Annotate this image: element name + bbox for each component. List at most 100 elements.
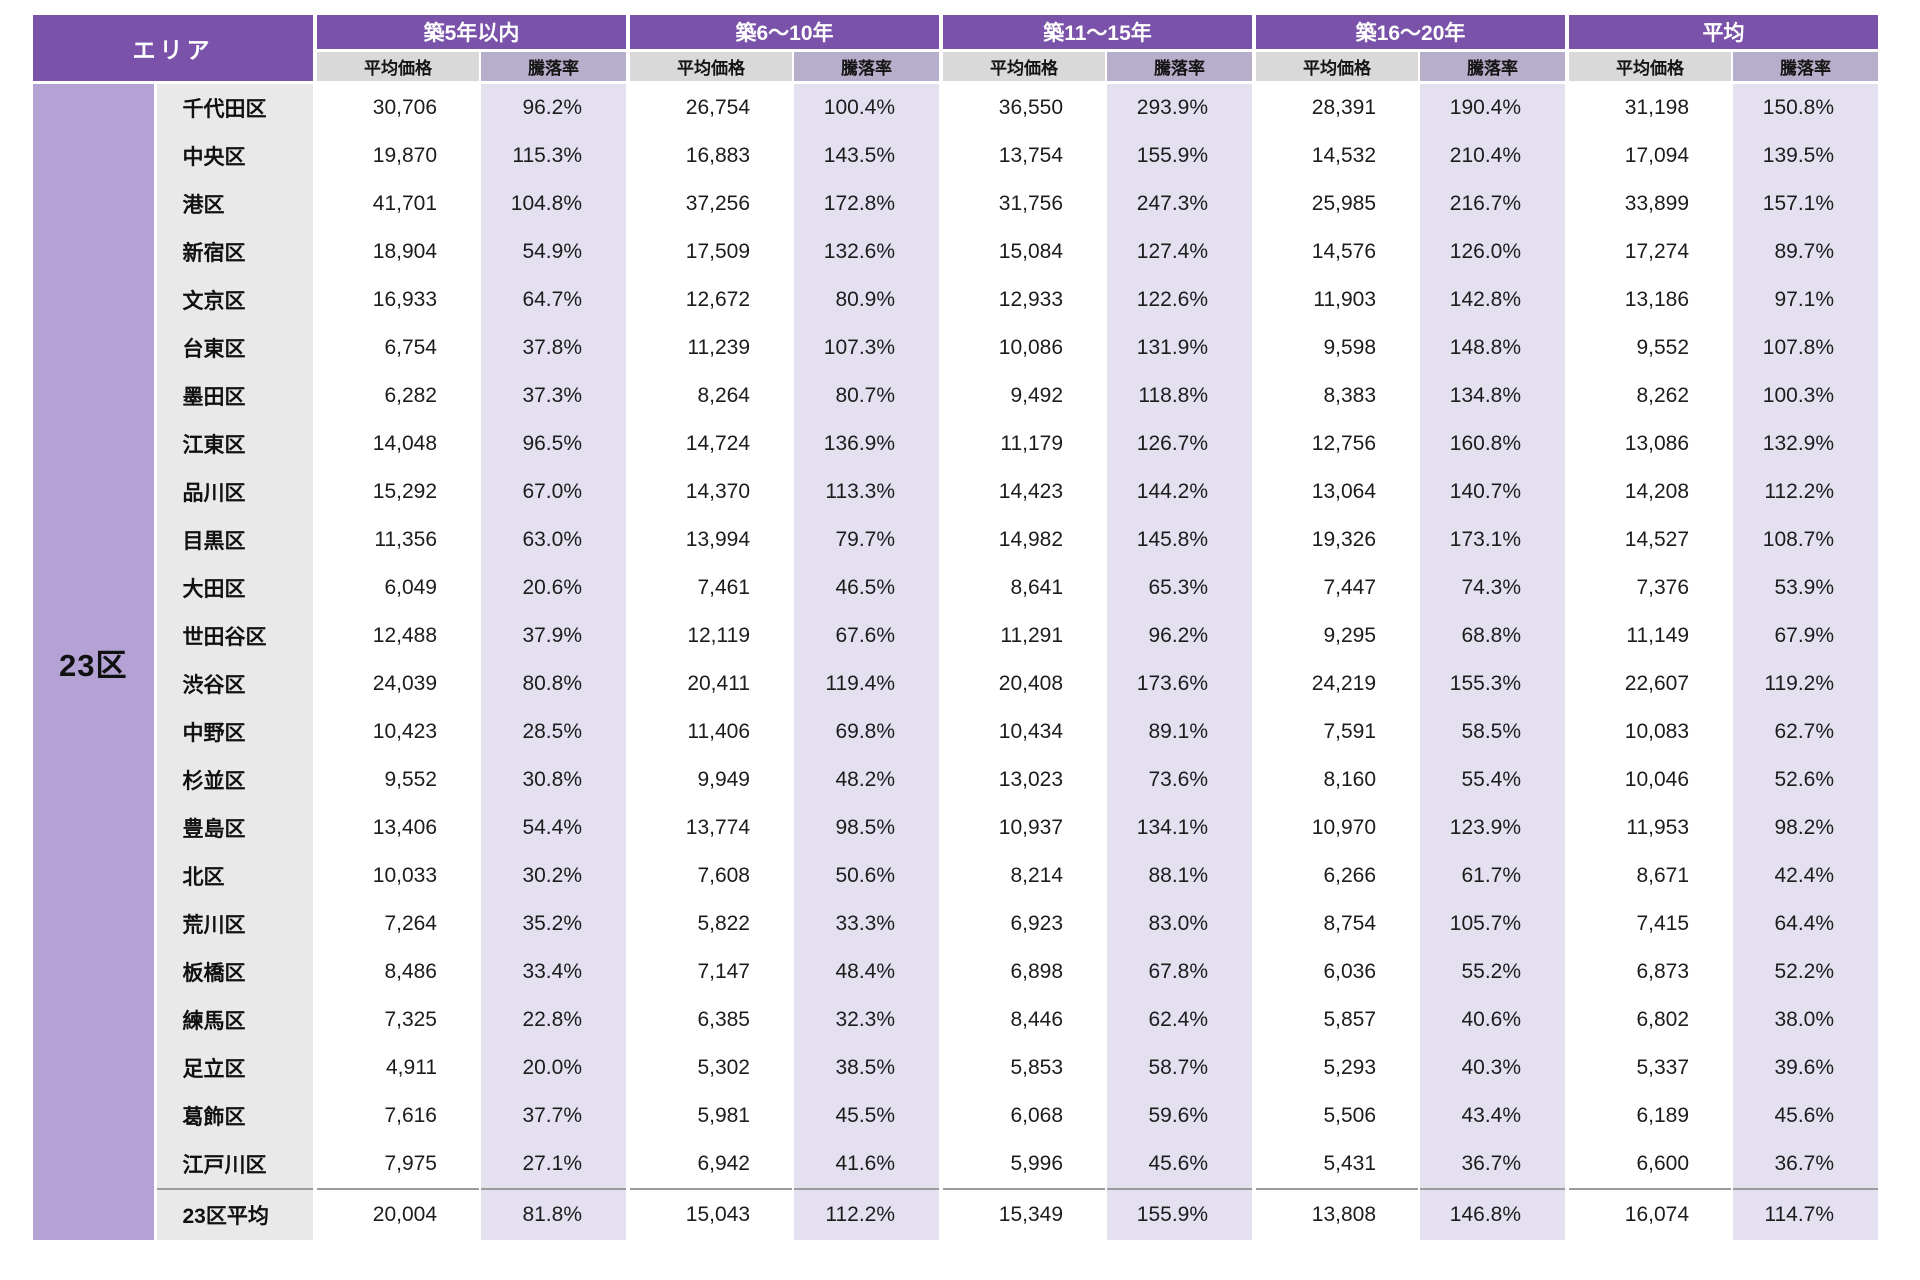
ward-name-cell: 豊島区 [155, 804, 317, 852]
ward-name-cell: 足立区 [155, 1044, 317, 1092]
rate-cell: 118.8% [1106, 372, 1257, 420]
sub-header-rate-5: 騰落率 [1732, 50, 1883, 84]
price-cell: 7,376 [1567, 564, 1734, 612]
ward-name-cell: 目黒区 [155, 516, 317, 564]
rate-cell: 112.2% [1732, 468, 1883, 516]
price-cell: 8,160 [1254, 756, 1421, 804]
rate-cell: 43.4% [1419, 1092, 1570, 1140]
rate-cell: 148.8% [1419, 324, 1570, 372]
price-cell: 10,434 [941, 708, 1108, 756]
table-row-中野区: 中野区 10,423 28.5% 11,406 69.8% 10,434 89.1% 7,59… [33, 708, 1883, 756]
group-header-row: エリア 築5年以内 築6〜10年 築11〜15年 築16〜20年 平均 [33, 15, 1883, 84]
price-cell: 7,447 [1254, 564, 1421, 612]
table-row-新宿区: 新宿区 18,904 54.9% 17,509 132.6% 15,084 127.4% 14… [33, 228, 1883, 276]
price-cell: 11,356 [315, 516, 481, 564]
price-cell: 17,274 [1567, 228, 1734, 276]
table-row-世田谷区: 世田谷区 12,488 37.9% 12,119 67.6% 11,291 96.2% 9,2… [33, 612, 1883, 660]
rate-cell: 73.6% [1106, 756, 1257, 804]
rate-cell: 123.9% [1419, 804, 1570, 852]
rate-cell: 108.7% [1732, 516, 1883, 564]
rate-cell: 247.3% [1106, 180, 1257, 228]
price-cell: 20,408 [941, 660, 1108, 708]
ward-name-cell: 港区 [155, 180, 317, 228]
price-cell: 14,982 [941, 516, 1108, 564]
price-cell: 5,431 [1254, 1140, 1421, 1189]
ward-name-cell: 新宿区 [155, 228, 317, 276]
summary-rate-cell: 81.8% [480, 1188, 630, 1240]
table-row-北区: 北区 10,033 30.2% 7,608 50.6% 8,214 88.1% 6,266 61… [33, 852, 1883, 900]
rate-cell: 143.5% [793, 132, 944, 180]
ward-name-cell: 渋谷区 [155, 660, 317, 708]
price-cell: 11,953 [1567, 804, 1734, 852]
table-row-中央区: 中央区 19,870 115.3% 16,883 143.5% 13,754 155.9% 1… [33, 132, 1883, 180]
price-cell: 14,527 [1567, 516, 1734, 564]
price-cell: 8,214 [941, 852, 1108, 900]
col-group-header-5: 平均 [1567, 15, 1883, 52]
ward-name-cell: 世田谷区 [155, 612, 317, 660]
price-cell: 7,415 [1567, 900, 1734, 948]
sub-header-rate-2: 騰落率 [793, 50, 944, 84]
table-row-墨田区: 墨田区 6,282 37.3% 8,264 80.7% 9,492 118.8% 8,383 1… [33, 372, 1883, 420]
rate-cell: 42.4% [1732, 852, 1883, 900]
rate-cell: 150.8% [1732, 82, 1883, 132]
price-cell: 11,239 [628, 324, 794, 372]
price-cell: 9,949 [628, 756, 794, 804]
price-cell: 11,406 [628, 708, 794, 756]
sub-header-price-3: 平均価格 [941, 50, 1108, 84]
rate-cell: 64.7% [480, 276, 630, 324]
rate-cell: 20.6% [480, 564, 630, 612]
rate-cell: 37.9% [480, 612, 630, 660]
table-row-品川区: 品川区 15,292 67.0% 14,370 113.3% 14,423 144.2% 13… [33, 468, 1883, 516]
price-cell: 12,119 [628, 612, 794, 660]
price-cell: 13,086 [1567, 420, 1734, 468]
rate-cell: 173.1% [1419, 516, 1570, 564]
price-cell: 8,641 [941, 564, 1108, 612]
sub-header-price-1: 平均価格 [315, 50, 481, 84]
rate-cell: 122.6% [1106, 276, 1257, 324]
summary-rate-cell: 146.8% [1419, 1188, 1570, 1240]
rate-cell: 36.7% [1419, 1140, 1570, 1189]
rate-cell: 89.1% [1106, 708, 1257, 756]
price-cell: 6,266 [1254, 852, 1421, 900]
rate-cell: 127.4% [1106, 228, 1257, 276]
price-cell: 6,049 [315, 564, 481, 612]
rate-cell: 58.7% [1106, 1044, 1257, 1092]
price-cell: 6,068 [941, 1092, 1108, 1140]
price-cell: 8,264 [628, 372, 794, 420]
table-row-板橋区: 板橋区 8,486 33.4% 7,147 48.4% 6,898 67.8% 6,036 55… [33, 948, 1883, 996]
ward-name-cell: 千代田区 [155, 82, 317, 132]
ward-name-cell: 中央区 [155, 132, 317, 180]
rate-cell: 36.7% [1732, 1140, 1883, 1189]
price-cell: 11,179 [941, 420, 1108, 468]
rate-cell: 67.9% [1732, 612, 1883, 660]
price-cell: 6,282 [315, 372, 481, 420]
rate-cell: 45.6% [1732, 1092, 1883, 1140]
price-cell: 13,994 [628, 516, 794, 564]
ward-name-cell: 杉並区 [155, 756, 317, 804]
price-cell: 6,189 [1567, 1092, 1734, 1140]
price-cell: 19,326 [1254, 516, 1421, 564]
price-cell: 6,754 [315, 324, 481, 372]
table-row-豊島区: 豊島区 13,406 54.4% 13,774 98.5% 10,937 134.1% 10,… [33, 804, 1883, 852]
price-cell: 24,219 [1254, 660, 1421, 708]
price-cell: 5,981 [628, 1092, 794, 1140]
price-cell: 14,208 [1567, 468, 1734, 516]
ward-name-cell: 台東区 [155, 324, 317, 372]
rate-cell: 30.2% [480, 852, 630, 900]
rate-cell: 62.7% [1732, 708, 1883, 756]
rate-cell: 98.5% [793, 804, 944, 852]
rate-cell: 132.6% [793, 228, 944, 276]
price-cell: 12,756 [1254, 420, 1421, 468]
price-cell: 14,724 [628, 420, 794, 468]
price-cell: 14,576 [1254, 228, 1421, 276]
price-cell: 5,337 [1567, 1044, 1734, 1092]
rate-cell: 132.9% [1732, 420, 1883, 468]
table-row-目黒区: 目黒区 11,356 63.0% 13,994 79.7% 14,982 145.8% 19,… [33, 516, 1883, 564]
price-cell: 7,591 [1254, 708, 1421, 756]
rate-cell: 155.3% [1419, 660, 1570, 708]
rate-cell: 74.3% [1419, 564, 1570, 612]
price-cell: 33,899 [1567, 180, 1734, 228]
table-row-杉並区: 杉並区 9,552 30.8% 9,949 48.2% 13,023 73.6% 8,160 5… [33, 756, 1883, 804]
rate-cell: 54.9% [480, 228, 630, 276]
summary-price-cell: 15,349 [941, 1188, 1108, 1240]
